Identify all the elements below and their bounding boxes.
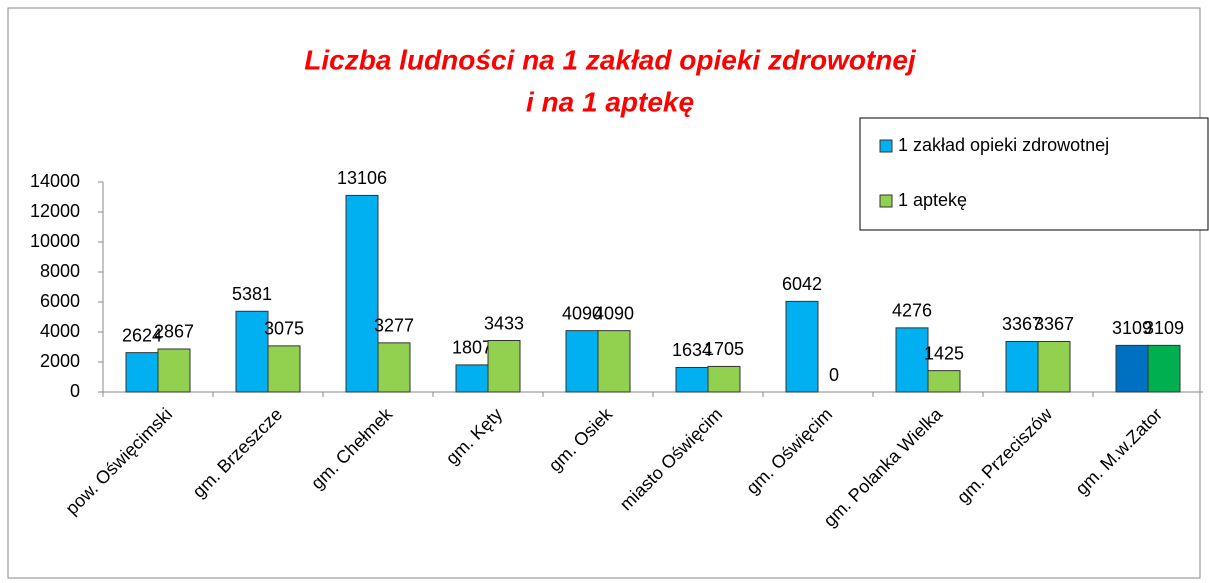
legend-swatch <box>879 139 893 153</box>
bar <box>785 300 819 393</box>
y-tick-label: 10000 <box>30 231 80 251</box>
chart-frame <box>7 7 1201 579</box>
chart-title: Liczba ludności na 1 zakład opieki zdrow… <box>304 44 917 75</box>
y-tick-label: 2000 <box>40 351 80 371</box>
bar <box>235 310 269 393</box>
bar <box>125 352 159 393</box>
bar <box>1005 340 1039 393</box>
bar <box>597 330 631 393</box>
legend-box <box>859 117 1209 231</box>
legend-label: 1 zakład opieki zdrowotnej <box>898 135 1109 155</box>
y-tick-label: 12000 <box>30 201 80 221</box>
value-label: 6042 <box>782 274 822 294</box>
bar <box>565 330 599 393</box>
value-label: 4090 <box>594 303 634 323</box>
bar <box>267 345 301 393</box>
value-label: 13106 <box>337 168 387 188</box>
bar <box>1147 344 1181 393</box>
legend-label: 1 aptekę <box>898 190 967 210</box>
value-label: 4276 <box>892 301 932 321</box>
bar <box>895 327 929 393</box>
y-tick-label: 4000 <box>40 321 80 341</box>
bar <box>707 365 741 393</box>
value-label: 1425 <box>924 343 964 363</box>
y-tick-label: 14000 <box>30 171 80 191</box>
value-label: 3367 <box>1034 314 1074 334</box>
value-label: 0 <box>829 365 839 385</box>
bar <box>487 340 521 393</box>
bar <box>157 348 191 393</box>
bar <box>455 364 489 393</box>
value-label: 1807 <box>452 338 492 358</box>
value-label: 1705 <box>704 339 744 359</box>
chart-title: i na 1 aptekę <box>526 86 694 117</box>
y-tick-label: 6000 <box>40 291 80 311</box>
value-label: 5381 <box>232 284 272 304</box>
bar <box>675 366 709 393</box>
value-label: 1634 <box>672 340 712 360</box>
y-tick-label: 0 <box>70 381 80 401</box>
value-label: 3367 <box>1002 314 1042 334</box>
bar <box>1037 340 1071 393</box>
value-label: 3277 <box>374 316 414 336</box>
value-label: 3075 <box>264 319 304 339</box>
legend-swatch <box>879 194 893 208</box>
bar <box>345 194 379 393</box>
y-tick-label: 8000 <box>40 261 80 281</box>
value-label: 2867 <box>154 322 194 342</box>
value-label: 3109 <box>1144 318 1184 338</box>
value-label: 3433 <box>484 313 524 333</box>
value-label: 2624 <box>122 325 162 345</box>
bar <box>927 370 961 393</box>
bar <box>377 342 411 393</box>
value-label: 3109 <box>1112 318 1152 338</box>
value-label: 4090 <box>562 303 602 323</box>
bar <box>1115 344 1149 393</box>
